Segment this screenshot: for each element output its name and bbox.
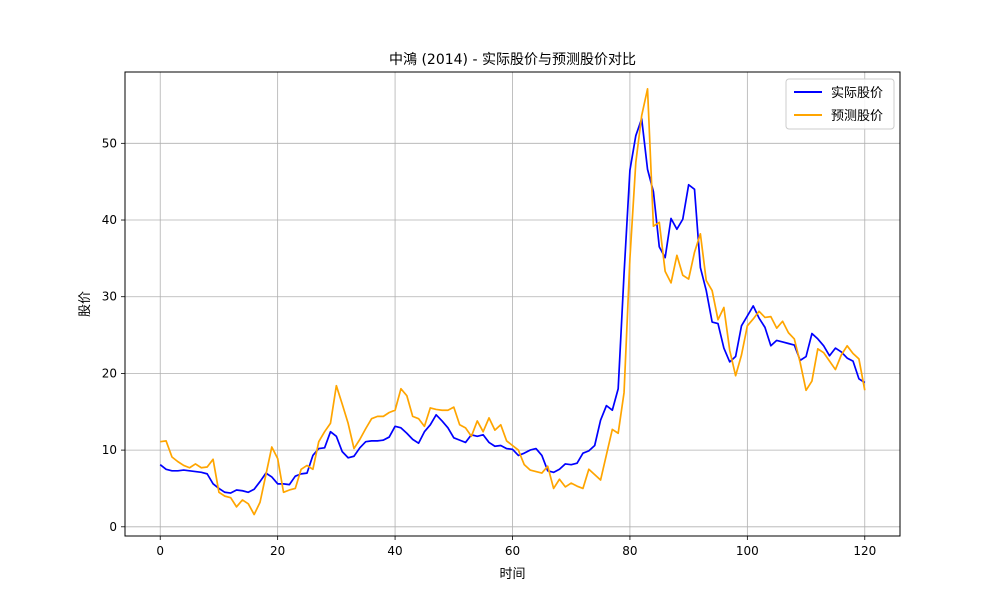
y-tick-label: 40 [102, 213, 117, 227]
legend-label-predicted: 预测股价 [831, 109, 883, 124]
y-tick-label: 50 [102, 136, 117, 150]
y-tick-label: 20 [102, 366, 117, 380]
predicted-price-line [160, 88, 866, 516]
y-tick-label: 0 [109, 520, 117, 534]
y-tick-label: 30 [102, 290, 117, 304]
series-layer [159, 88, 866, 516]
grid-layer [125, 72, 900, 536]
x-tick-label: 20 [270, 544, 285, 558]
x-tick-label: 80 [622, 544, 637, 558]
legend: 实际股价 预测股价 [785, 78, 895, 130]
tick-layer: 0 20 40 60 80 100 120 0 10 20 30 40 50 [102, 136, 877, 558]
legend-label-actual: 实际股价 [831, 86, 883, 101]
x-tick-label: 100 [736, 544, 759, 558]
y-axis-label: 股价 [78, 291, 93, 317]
x-tick-label: 60 [505, 544, 520, 558]
y-tick-label: 10 [102, 443, 117, 457]
x-axis-label: 时间 [499, 567, 525, 582]
x-tick-label: 0 [156, 544, 164, 558]
chart-title: 中鴻 (2014) - 实际股价与预测股价对比 [389, 52, 636, 68]
x-tick-label: 40 [387, 544, 402, 558]
actual-price-line [159, 117, 866, 494]
x-tick-label: 120 [853, 544, 876, 558]
